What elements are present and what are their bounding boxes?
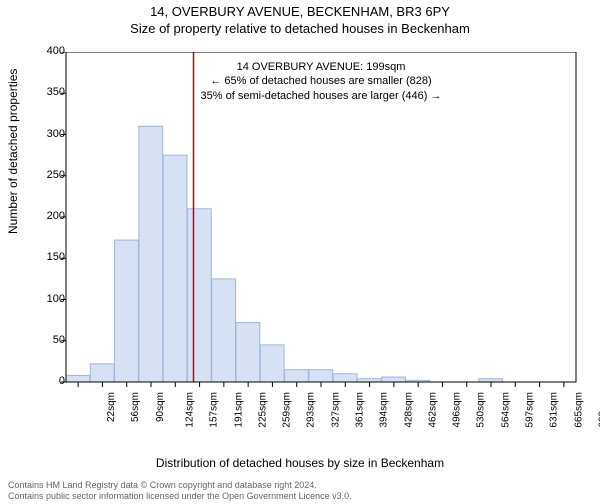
x-tick: 631sqm (549, 392, 560, 428)
chart-container: 14, OVERBURY AVENUE, BECKENHAM, BR3 6PY … (0, 4, 600, 504)
x-tick: 293sqm (306, 392, 317, 428)
x-tick: 361sqm (355, 392, 366, 428)
y-tick: 350 (35, 86, 65, 98)
histogram-svg (56, 52, 586, 422)
footer-line2: Contains public sector information licen… (8, 491, 352, 502)
plot-area (56, 52, 586, 422)
chart-title-sub: Size of property relative to detached ho… (0, 21, 600, 36)
x-tick: 259sqm (282, 392, 293, 428)
x-tick: 394sqm (379, 392, 390, 428)
x-tick: 462sqm (427, 392, 438, 428)
reference-annotation: 14 OVERBURY AVENUE: 199sqm ← 65% of deta… (181, 60, 461, 103)
x-tick: 530sqm (476, 392, 487, 428)
footer-line1: Contains HM Land Registry data © Crown c… (8, 480, 352, 491)
y-tick: 50 (35, 334, 65, 346)
x-tick: 564sqm (500, 392, 511, 428)
x-tick: 428sqm (403, 392, 414, 428)
annotation-line3: 35% of semi-detached houses are larger (… (181, 89, 461, 103)
x-tick: 22sqm (106, 392, 117, 422)
footer-attribution: Contains HM Land Registry data © Crown c… (8, 480, 352, 502)
x-tick: 191sqm (233, 392, 244, 428)
x-tick: 665sqm (573, 392, 584, 428)
x-tick: 124sqm (185, 392, 196, 428)
x-axis-label: Distribution of detached houses by size … (0, 456, 600, 470)
y-tick: 150 (35, 251, 65, 263)
annotation-line2: ← 65% of detached houses are smaller (82… (181, 74, 461, 88)
y-tick: 100 (35, 293, 65, 305)
x-tick: 157sqm (209, 392, 220, 428)
chart-title-main: 14, OVERBURY AVENUE, BECKENHAM, BR3 6PY (0, 4, 600, 19)
y-tick: 300 (35, 128, 65, 140)
y-axis-label: Number of detached properties (6, 69, 20, 234)
x-tick: 56sqm (130, 392, 141, 422)
y-tick: 200 (35, 210, 65, 222)
x-tick: 496sqm (452, 392, 463, 428)
y-tick: 250 (35, 169, 65, 181)
x-tick: 225sqm (257, 392, 268, 428)
y-tick: 400 (35, 45, 65, 57)
x-tick: 90sqm (155, 392, 166, 422)
x-tick: 597sqm (525, 392, 536, 428)
annotation-line1: 14 OVERBURY AVENUE: 199sqm (181, 60, 461, 74)
y-tick: 0 (35, 375, 65, 387)
x-tick: 327sqm (330, 392, 341, 428)
